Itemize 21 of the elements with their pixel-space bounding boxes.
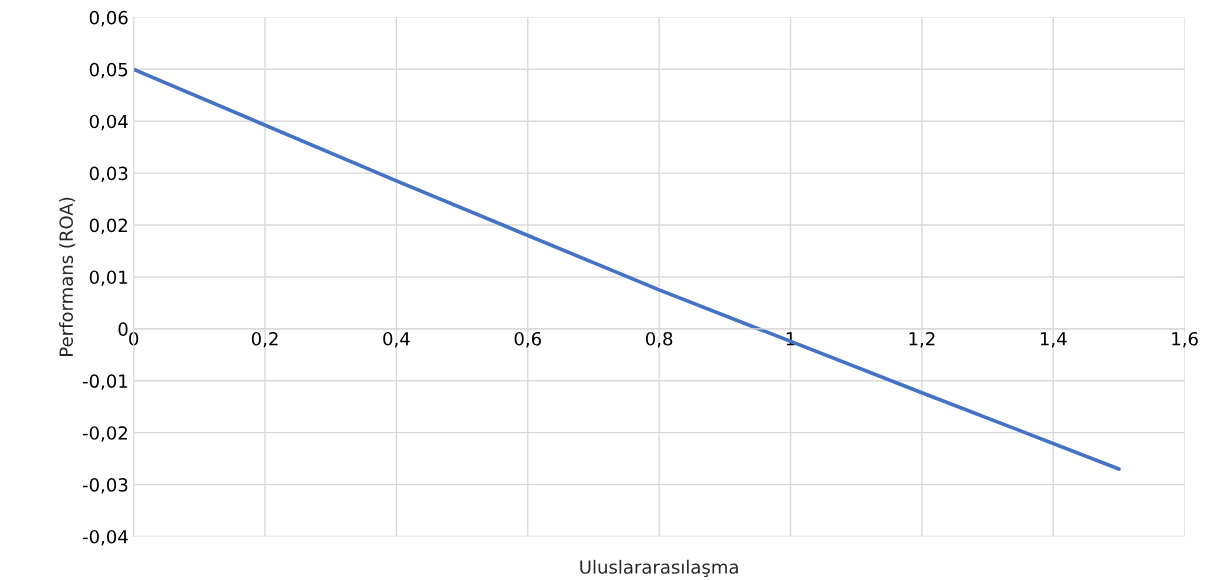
x-tick-label: 0,4 — [383, 331, 410, 348]
x-tick-label: 0 — [129, 331, 139, 346]
y-tick-label: -0,03 — [82, 478, 128, 494]
y-tick-label: -0,01 — [82, 374, 128, 390]
y-tick-label: 0 — [118, 322, 128, 336]
y-tick-label: 0,01 — [89, 270, 128, 286]
x-tick-label: 1,4 — [1040, 332, 1067, 348]
x-tick-label: 0,6 — [514, 331, 541, 348]
x-tick-label: 1,6 — [1172, 331, 1198, 348]
y-tick-label: -0,02 — [82, 426, 127, 442]
x-tick-label: 0,2 — [251, 331, 278, 348]
y-tick-label: 0,02 — [89, 218, 127, 234]
y-tick-label: 0,06 — [89, 10, 128, 27]
x-tick-label: 0,8 — [645, 331, 673, 348]
y-tick-label: 0,04 — [89, 114, 128, 131]
x-axis-title: Uluslararasılaşma — [580, 559, 738, 578]
y-tick-label: -0,04 — [82, 529, 128, 546]
y-axis-title: Performans (ROA) — [59, 197, 76, 356]
y-tick-label: 0,05 — [89, 62, 128, 79]
y-tick-label: 0,03 — [89, 166, 128, 183]
x-tick-label: 1,2 — [909, 331, 935, 348]
